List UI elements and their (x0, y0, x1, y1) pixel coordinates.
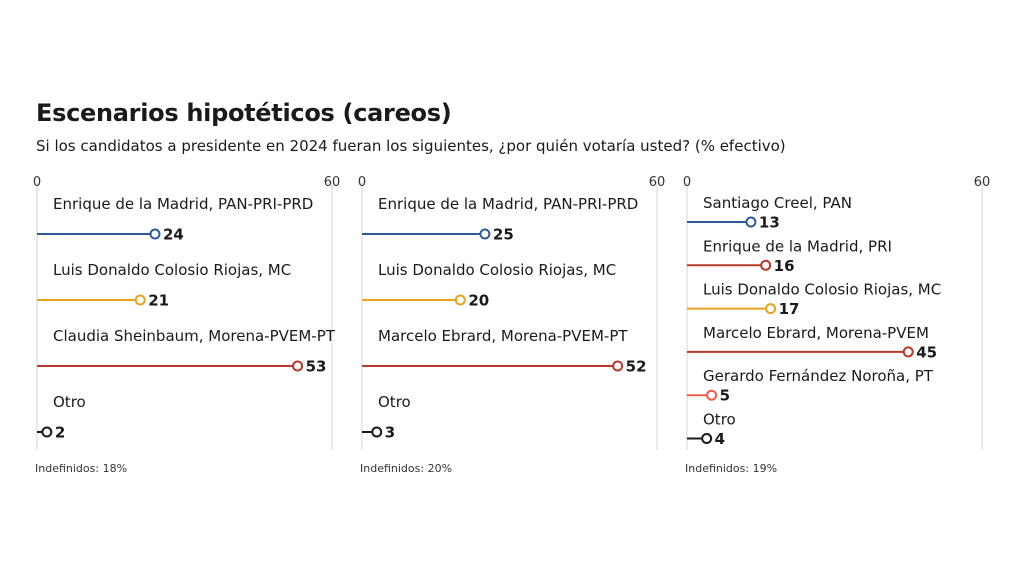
chart-panel-2: 0 60 Enrique de la Madrid, PAN-PRI-PRD 25 Lu… (358, 175, 665, 475)
category-label: Otro (703, 411, 736, 429)
category-label: Luis Donaldo Colosio Riojas, MC (703, 281, 941, 299)
tick-label-0: 0 (33, 175, 41, 190)
chart-subtitle: Si los candidatos a presidente en 2024 f… (36, 137, 786, 155)
data-label: 2 (55, 424, 65, 442)
tick-label-0: 0 (358, 175, 366, 190)
data-label: 17 (779, 300, 800, 318)
category-label: Otro (378, 393, 411, 411)
bar-end-marker (902, 346, 914, 358)
category-label: Enrique de la Madrid, PAN-PRI-PRD (378, 195, 638, 213)
data-label: 52 (626, 358, 647, 376)
undecided-note: Indefinidos: 18% (35, 462, 127, 475)
data-label: 16 (774, 257, 795, 275)
data-label: 5 (720, 387, 730, 405)
tick-label-60: 60 (974, 175, 991, 190)
category-label: Gerardo Fernández Noroña, PT (703, 367, 934, 385)
bar-end-marker (371, 426, 383, 438)
bar-end-marker (479, 228, 491, 240)
category-label: Luis Donaldo Colosio Riojas, MC (378, 261, 616, 279)
data-label: 25 (493, 226, 514, 244)
bar-end-marker (292, 360, 304, 372)
undecided-note: Indefinidos: 19% (685, 462, 777, 475)
data-label: 53 (306, 358, 327, 376)
chart-panel-3: 0 60 Santiago Creel, PAN 13 Enrique de la Ma… (683, 175, 990, 475)
bar-end-marker (149, 228, 161, 240)
undecided-note: Indefinidos: 20% (360, 462, 452, 475)
bar-end-marker (134, 294, 146, 306)
category-label: Enrique de la Madrid, PRI (703, 237, 892, 255)
category-label: Otro (53, 393, 86, 411)
data-label: 20 (468, 292, 489, 310)
chart-panel-1: 0 60 Enrique de la Madrid, PAN-PRI-PRD 24 Lu… (33, 175, 340, 475)
tick-label-0: 0 (683, 175, 691, 190)
data-label: 21 (148, 292, 169, 310)
category-label: Marcelo Ebrard, Morena-PVEM-PT (378, 327, 628, 345)
data-label: 3 (385, 424, 395, 442)
category-label: Marcelo Ebrard, Morena-PVEM (703, 324, 929, 342)
category-label: Claudia Sheinbaum, Morena-PVEM-PT (53, 327, 336, 345)
bar-end-marker (612, 360, 624, 372)
data-label: 4 (715, 430, 725, 448)
category-label: Santiago Creel, PAN (703, 194, 852, 212)
tick-label-60: 60 (324, 175, 341, 190)
bar-end-marker (454, 294, 466, 306)
data-label: 24 (163, 226, 184, 244)
category-label: Luis Donaldo Colosio Riojas, MC (53, 261, 291, 279)
bar-end-marker (765, 303, 777, 315)
bar-end-marker (701, 433, 713, 444)
data-label: 13 (759, 214, 780, 232)
bar-end-marker (41, 426, 53, 438)
category-label: Enrique de la Madrid, PAN-PRI-PRD (53, 195, 313, 213)
bar-end-marker (706, 389, 718, 401)
chart-title: Escenarios hipotéticos (careos) (36, 99, 452, 127)
bar-end-marker (760, 259, 772, 271)
bar-end-marker (745, 216, 757, 228)
data-label: 45 (916, 343, 937, 361)
tick-label-60: 60 (649, 175, 666, 190)
